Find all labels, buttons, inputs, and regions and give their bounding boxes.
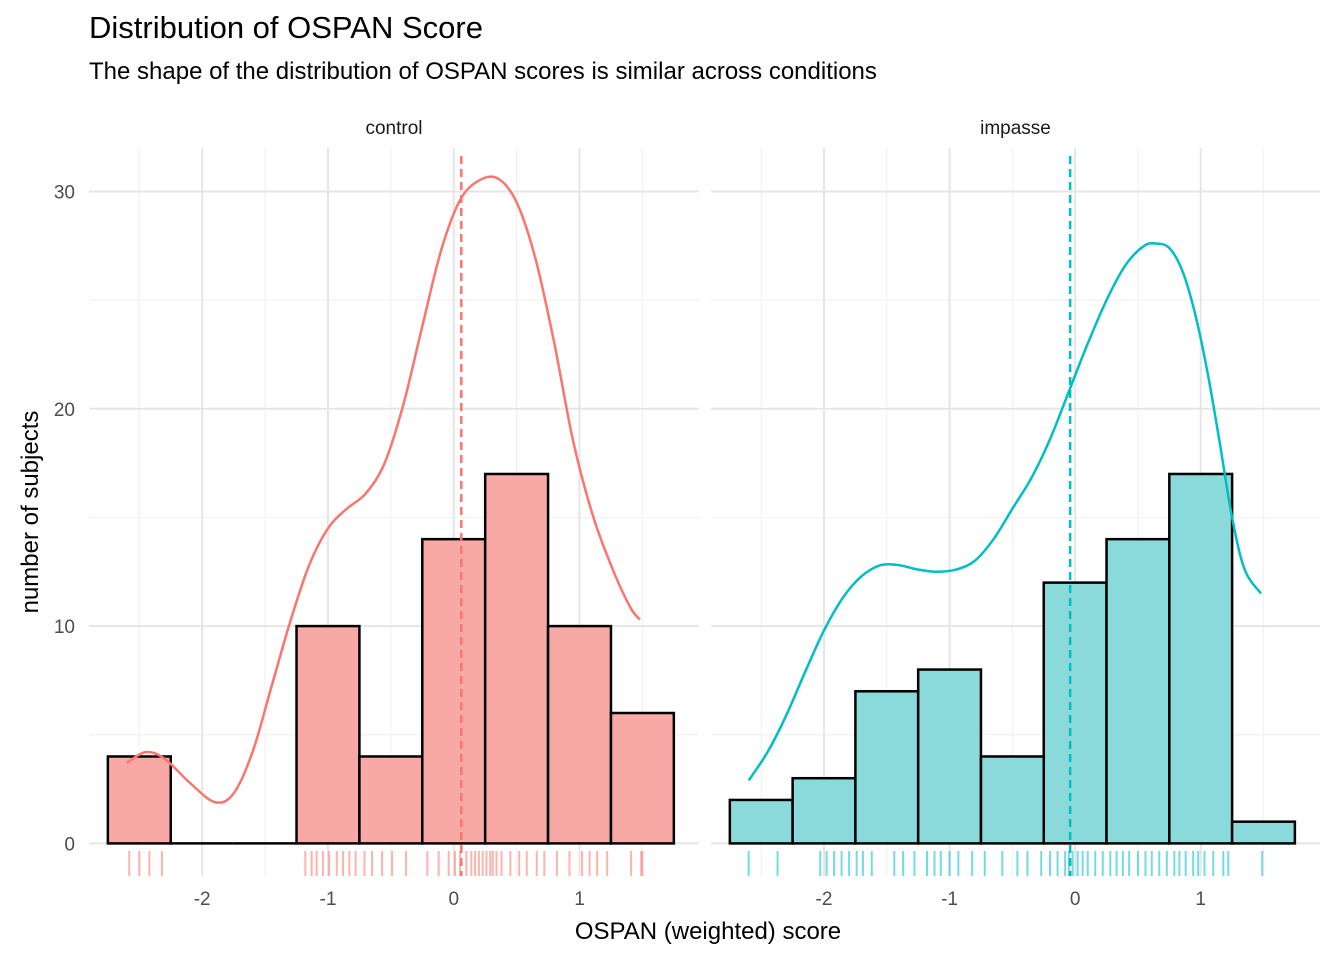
y-tick-label: 0: [64, 834, 75, 855]
x-tick-label: -2: [816, 889, 833, 910]
histogram-bar: [854, 690, 920, 845]
facet-label-impasse: impasse: [980, 118, 1051, 139]
x-tick-label: -1: [941, 889, 958, 910]
x-axis-title: OSPAN (weighted) score: [575, 918, 841, 945]
facet-label-control: control: [365, 118, 422, 139]
histogram-bar: [1168, 472, 1234, 845]
y-tick-label: 10: [54, 617, 75, 638]
x-tick-label: 0: [1070, 889, 1081, 910]
histogram-bar: [609, 711, 676, 845]
histogram-bar: [106, 755, 173, 845]
facet-panel-impasse: impasse -2 -1 0 1: [711, 118, 1320, 910]
histogram-bar: [728, 798, 794, 845]
histogram-bar: [1230, 820, 1297, 845]
chart-subtitle: The shape of the distribution of OSPAN s…: [89, 58, 877, 85]
facet-panel-control: control -2 -1 0 1: [89, 118, 699, 910]
x-tick-label: 1: [574, 889, 585, 910]
histogram-bar: [979, 755, 1046, 845]
y-axis-title: number of subjects: [17, 411, 44, 614]
histogram-bar: [791, 776, 857, 845]
histogram-bar: [295, 624, 361, 845]
chart-title: Distribution of OSPAN Score: [89, 10, 483, 45]
density-curve: [126, 175, 641, 804]
x-tick-label: -1: [320, 889, 337, 910]
x-tick-label: 1: [1195, 889, 1206, 910]
histogram-bar: [1042, 581, 1108, 845]
histogram-bar: [483, 472, 550, 845]
y-tick-label: 30: [54, 182, 75, 203]
histogram-bar: [421, 537, 487, 845]
histogram-bar: [546, 624, 613, 845]
histogram-bar: [916, 668, 983, 845]
histogram-bar: [1105, 537, 1171, 845]
x-tick-label: -2: [194, 889, 211, 910]
x-tick-label: 0: [448, 889, 459, 910]
y-tick-label: 20: [54, 400, 75, 421]
density-curve: [747, 241, 1263, 782]
histogram-bar: [358, 755, 424, 845]
